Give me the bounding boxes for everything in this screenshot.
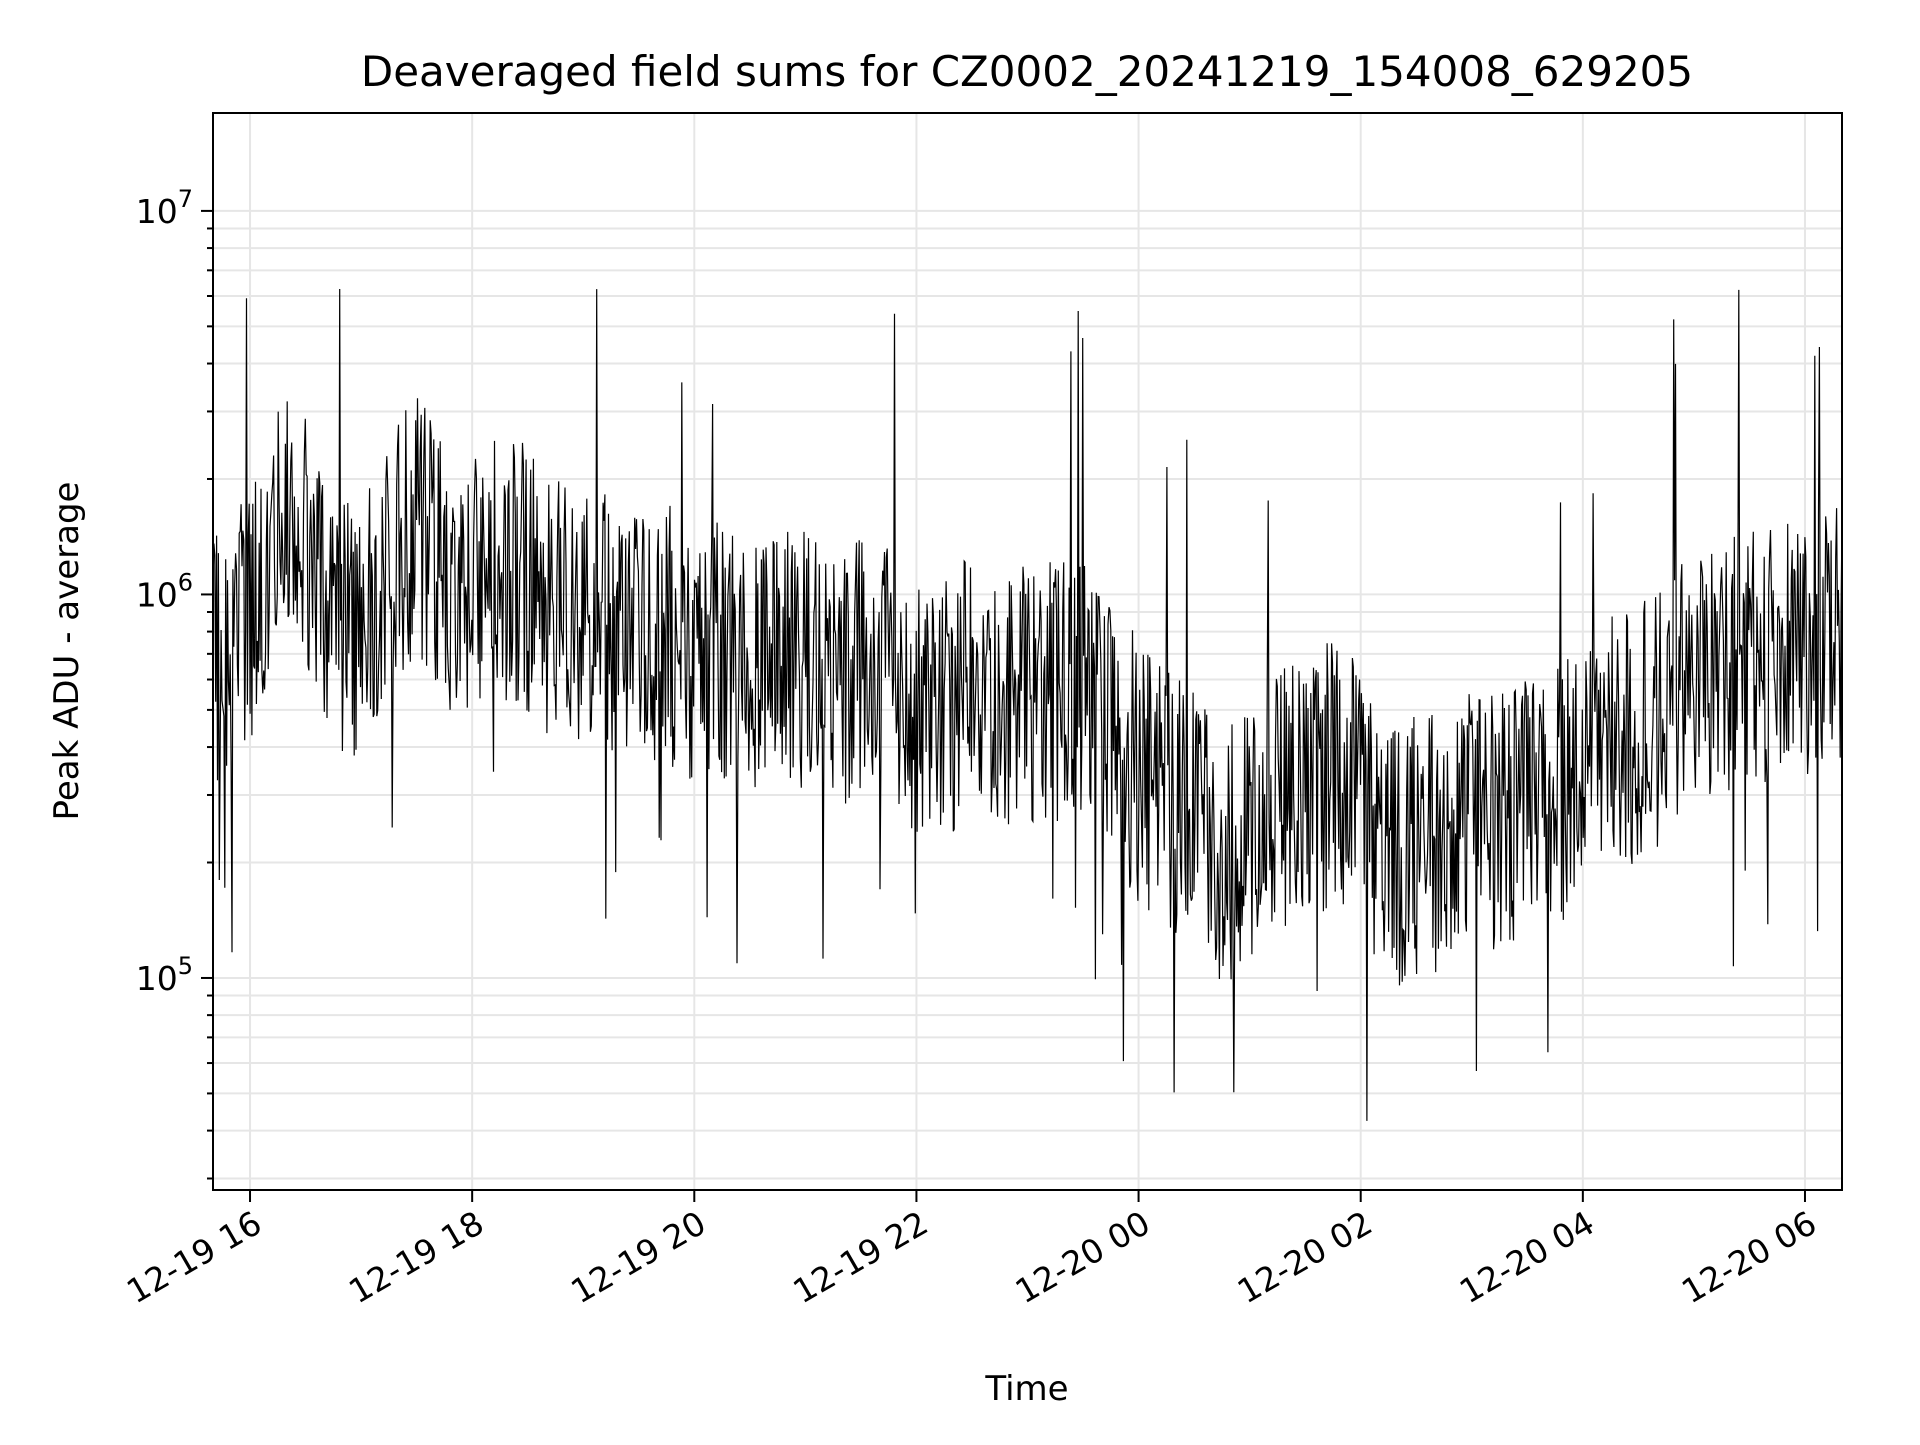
series-layer [212,288,1843,1121]
y-axis-label: Peak ADU - average [47,482,87,821]
plot-frame [212,112,1843,1191]
y-tick-label: 105 [136,952,193,998]
y-tick-label: 107 [136,185,193,231]
y-tick-label: 106 [136,568,193,614]
x-axis-label: Time [984,1369,1068,1409]
y-axis: 105 106 107 [136,185,213,1180]
data-series-line [212,288,1843,1121]
chart-title: Deaveraged field sums for CZ0002_2024121… [361,47,1693,96]
